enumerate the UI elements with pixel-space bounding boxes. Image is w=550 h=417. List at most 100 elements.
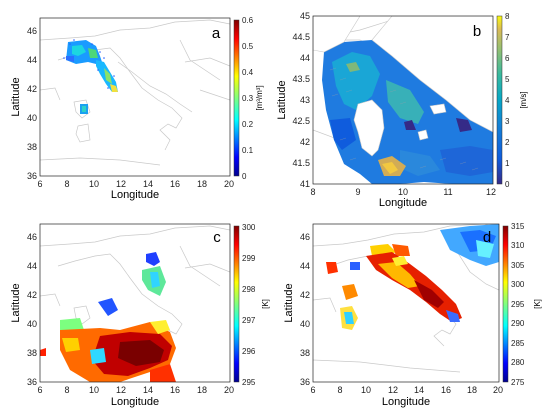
y-tick-d-0: 36 [300,377,310,387]
axes-frame-c [39,223,231,383]
cbar-tick-a-3: 0.3 [242,94,254,103]
cbar-tick-b-1: 1 [505,159,510,168]
y-tick-b-1: 41.5 [292,158,310,168]
sst-field-c [40,252,176,382]
cbar-tick-b-2: 2 [505,138,510,147]
map-area-b [313,16,493,184]
cbar-tick-d-6: 305 [511,261,525,270]
wind-arrows-b [329,67,479,171]
cbar-unit-c: [K] [261,299,270,309]
x-tick-c-3: 12 [116,385,126,395]
colorbar-d [502,225,509,383]
cbar-tick-d-5: 300 [511,280,525,289]
x-axis-label-c: Longitude [111,396,159,408]
panel-c: c 6 8 10 12 14 16 18 20 36 38 40 42 44 4… [10,223,270,408]
cbar-tick-d-2: 285 [511,339,525,348]
y-tick-d-1: 38 [300,348,310,358]
y-tick-b-7: 44.5 [292,32,310,42]
cbar-tick-b-6: 6 [505,54,510,63]
y-tick-d-3: 42 [300,290,310,300]
x-tick-c-2: 10 [89,385,99,395]
x-tick-a-6: 18 [197,179,207,189]
x-tick-a-1: 8 [64,179,69,189]
colorbar-b [496,15,503,185]
cbar-tick-a-0: 0 [242,172,247,181]
panel-label-a: a [212,25,221,42]
panel-d: d 6 8 10 12 14 16 18 20 36 38 40 42 44 4… [283,222,542,408]
y-tick-a-4: 44 [27,55,37,65]
cbar-tick-c-5: 300 [242,223,256,232]
y-tick-a-0: 36 [27,171,37,181]
x-axis-label-d: Longitude [382,396,430,408]
cbar-tick-c-0: 295 [242,378,256,387]
y-tick-c-4: 44 [27,261,37,271]
y-axis-label-d: Latitude [283,283,295,322]
panel-a: a 6 8 10 12 14 16 18 20 36 38 40 42 44 4… [10,16,264,201]
x-tick-b-1: 9 [355,187,360,197]
sm-field-a [66,40,118,114]
x-axis-label-b: Longitude [379,197,427,209]
y-tick-c-0: 36 [27,377,37,387]
y-tick-d-4: 44 [300,261,310,271]
y-tick-b-6: 44 [300,53,310,63]
y-tick-b-5: 43.5 [292,74,310,84]
x-tick-d-2: 10 [361,385,371,395]
cbar-tick-c-3: 298 [242,285,256,294]
x-tick-a-0: 6 [37,179,42,189]
x-tick-a-5: 16 [170,179,180,189]
cbar-tick-a-1: 0.1 [242,146,254,155]
y-tick-c-1: 38 [27,348,37,358]
panel-label-b: b [473,23,481,40]
x-tick-c-6: 18 [197,385,207,395]
cbar-tick-d-4: 295 [511,300,525,309]
cbar-unit-d: [K] [533,299,542,309]
x-axis-label-a: Longitude [111,189,159,201]
map-area-d [313,224,499,382]
cbar-tick-d-0: 275 [511,378,525,387]
colorbar-c [233,225,240,383]
coastlines-a [40,19,230,166]
cbar-tick-a-5: 0.5 [242,42,254,51]
y-tick-b-8: 45 [300,11,310,21]
x-tick-a-2: 10 [89,179,99,189]
map-area-a [40,18,230,176]
y-axis-label-b: Latitude [276,80,288,119]
cbar-tick-d-7: 310 [511,241,525,250]
x-tick-c-4: 14 [143,385,153,395]
x-tick-c-5: 16 [170,385,180,395]
y-tick-b-4: 43 [300,95,310,105]
x-tick-d-5: 16 [441,385,451,395]
y-tick-a-3: 42 [27,84,37,94]
cbar-tick-c-4: 299 [242,254,256,263]
sm-speckle-a [63,39,115,89]
x-tick-d-4: 14 [414,385,424,395]
y-axis-label-c: Latitude [10,283,22,322]
x-tick-a-7: 20 [224,179,234,189]
cbar-tick-d-8: 315 [511,222,525,231]
y-tick-b-2: 42 [300,137,310,147]
cbar-tick-c-1: 296 [242,347,256,356]
cbar-tick-b-3: 3 [505,117,510,126]
y-tick-c-2: 40 [27,319,37,329]
cbar-tick-b-5: 5 [505,75,510,84]
y-tick-a-2: 40 [27,113,37,123]
y-tick-a-1: 38 [27,142,37,152]
x-tick-d-3: 12 [388,385,398,395]
lst-field-d [326,224,499,330]
x-tick-b-4: 12 [486,187,496,197]
cbar-tick-a-6: 0.6 [242,16,254,25]
cbar-tick-b-8: 8 [505,12,510,21]
cbar-tick-b-0: 0 [505,180,510,189]
axes-frame-a [39,17,231,177]
y-tick-b-0: 41 [300,179,310,189]
y-tick-d-5: 46 [300,232,310,242]
colorbar-a [233,19,240,177]
cbar-tick-a-2: 0.2 [242,120,254,129]
cbar-tick-c-2: 297 [242,316,256,325]
map-area-c [40,224,230,382]
cbar-tick-a-4: 0.4 [242,68,254,77]
x-tick-a-4: 14 [143,179,153,189]
panel-b: b 8 9 10 11 12 41 41.5 42 42.5 43 43.5 4… [276,11,528,209]
cbar-tick-d-3: 290 [511,319,525,328]
cbar-tick-b-7: 7 [505,33,510,42]
